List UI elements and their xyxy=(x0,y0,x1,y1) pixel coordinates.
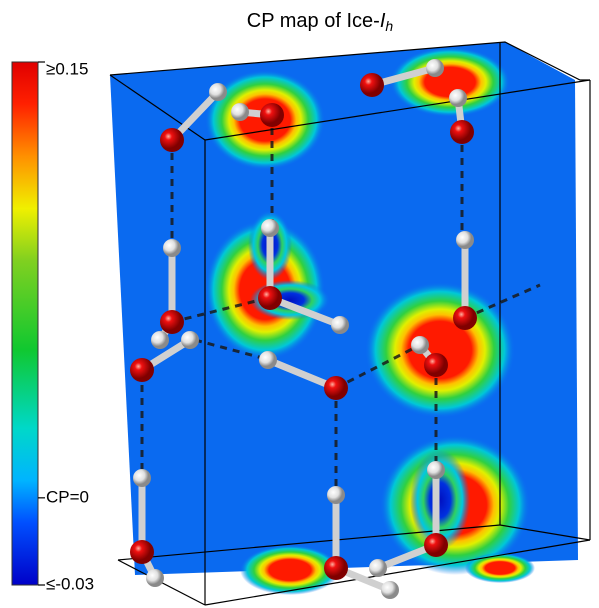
colorbar-label: CP=0 xyxy=(46,487,89,506)
colorbar-ticks: ≥0.15 CP=0 ≤-0.03 xyxy=(38,59,94,593)
scene xyxy=(110,42,590,605)
colorbar-label: ≤-0.03 xyxy=(46,574,94,593)
figure: CP map of Ice-Ih ≥0.15 CP=0 ≤-0.03 xyxy=(0,0,599,608)
colorbar xyxy=(12,62,38,585)
title: CP map of Ice-Ih xyxy=(247,10,394,33)
colorbar-label: ≥0.15 xyxy=(46,59,88,78)
